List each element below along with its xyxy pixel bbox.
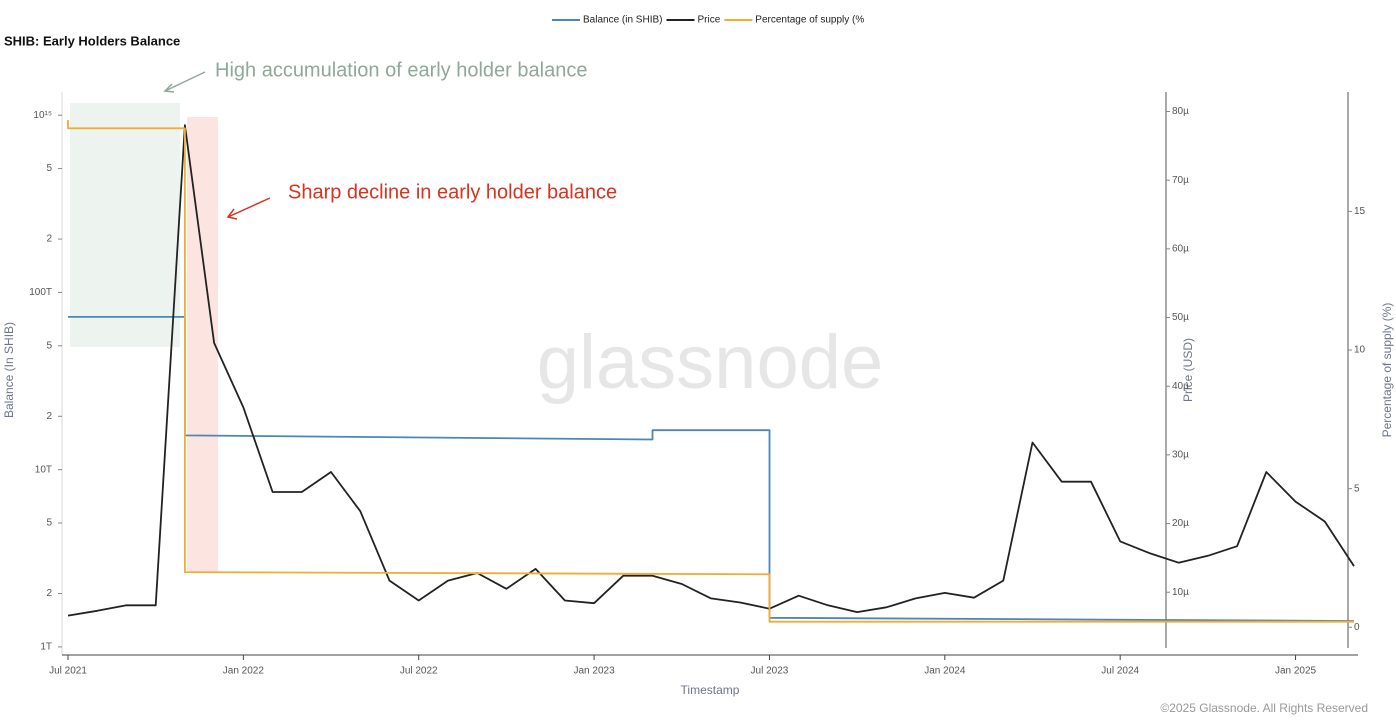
yticks-label: 5: [46, 340, 52, 351]
y2ticks-label: 60µ: [1172, 243, 1189, 254]
x-tick-label: Jul 2023: [751, 666, 789, 677]
y2ticks-label: 10µ: [1172, 587, 1189, 598]
series-line: [67, 124, 1355, 617]
annotation: High accumulation of early holder balanc…: [215, 59, 587, 81]
y-axis-label: Balance (In SHIB): [2, 322, 16, 418]
annotation-arrow: [164, 71, 206, 92]
y3ticks-label: 5: [1354, 483, 1360, 494]
annotation: Sharp decline in early holder balance: [288, 181, 617, 203]
legend-label: Price: [697, 15, 720, 26]
y3-axis-label: Percentage of supply (%): [1380, 303, 1394, 438]
yticks-label: 2: [46, 411, 52, 422]
x-tick-label: Jul 2021: [49, 666, 87, 677]
watermark: glassnode: [537, 320, 884, 405]
legend-label: Percentage of supply (%: [755, 15, 864, 26]
yticks-label: 10T: [35, 464, 52, 475]
yticks-label: 1T: [40, 642, 52, 653]
x-tick-label: Jan 2022: [223, 666, 265, 677]
decline-region: [187, 117, 218, 573]
y2ticks-label: 20µ: [1172, 518, 1189, 529]
y2ticks-label: 70µ: [1172, 175, 1189, 186]
yticks-label: 5: [46, 163, 52, 174]
y2ticks-label: 50µ: [1172, 312, 1189, 323]
yticks-label: 10¹⁵: [33, 110, 52, 121]
y2-axis-label: Price (USD): [1181, 338, 1195, 402]
legend-label: Balance (in SHIB): [583, 15, 662, 26]
y2ticks-label: 30µ: [1172, 450, 1189, 461]
x-tick-label: Jul 2022: [400, 666, 438, 677]
yticks-label: 5: [46, 518, 52, 529]
annotation-arrow-head: [163, 83, 175, 93]
x-axis-label: Timestamp: [681, 683, 740, 697]
yticks-label: 2: [46, 234, 52, 245]
x-tick-label: Jul 2024: [1101, 666, 1139, 677]
y3ticks-label: 10: [1354, 345, 1366, 356]
annotation-arrow: [227, 197, 271, 218]
y3ticks-label: 15: [1354, 206, 1366, 217]
annotation-arrow-head: [226, 208, 238, 220]
accumulation-region: [70, 103, 180, 347]
series-line: [67, 120, 1354, 623]
y3ticks-label: 0: [1354, 622, 1360, 633]
x-tick-label: Jan 2025: [1275, 666, 1317, 677]
x-tick-label: Jan 2023: [574, 666, 616, 677]
yticks-label: 100T: [29, 287, 52, 298]
y2ticks-label: 80µ: [1172, 106, 1189, 117]
x-tick-label: Jan 2024: [924, 666, 966, 677]
yticks-label: 2: [46, 588, 52, 599]
chart-title: SHIB: Early Holders Balance: [4, 33, 180, 48]
footer: ©2025 Glassnode. All Rights Reserved: [1160, 701, 1368, 715]
y2ticks-label: 40µ: [1172, 381, 1189, 392]
